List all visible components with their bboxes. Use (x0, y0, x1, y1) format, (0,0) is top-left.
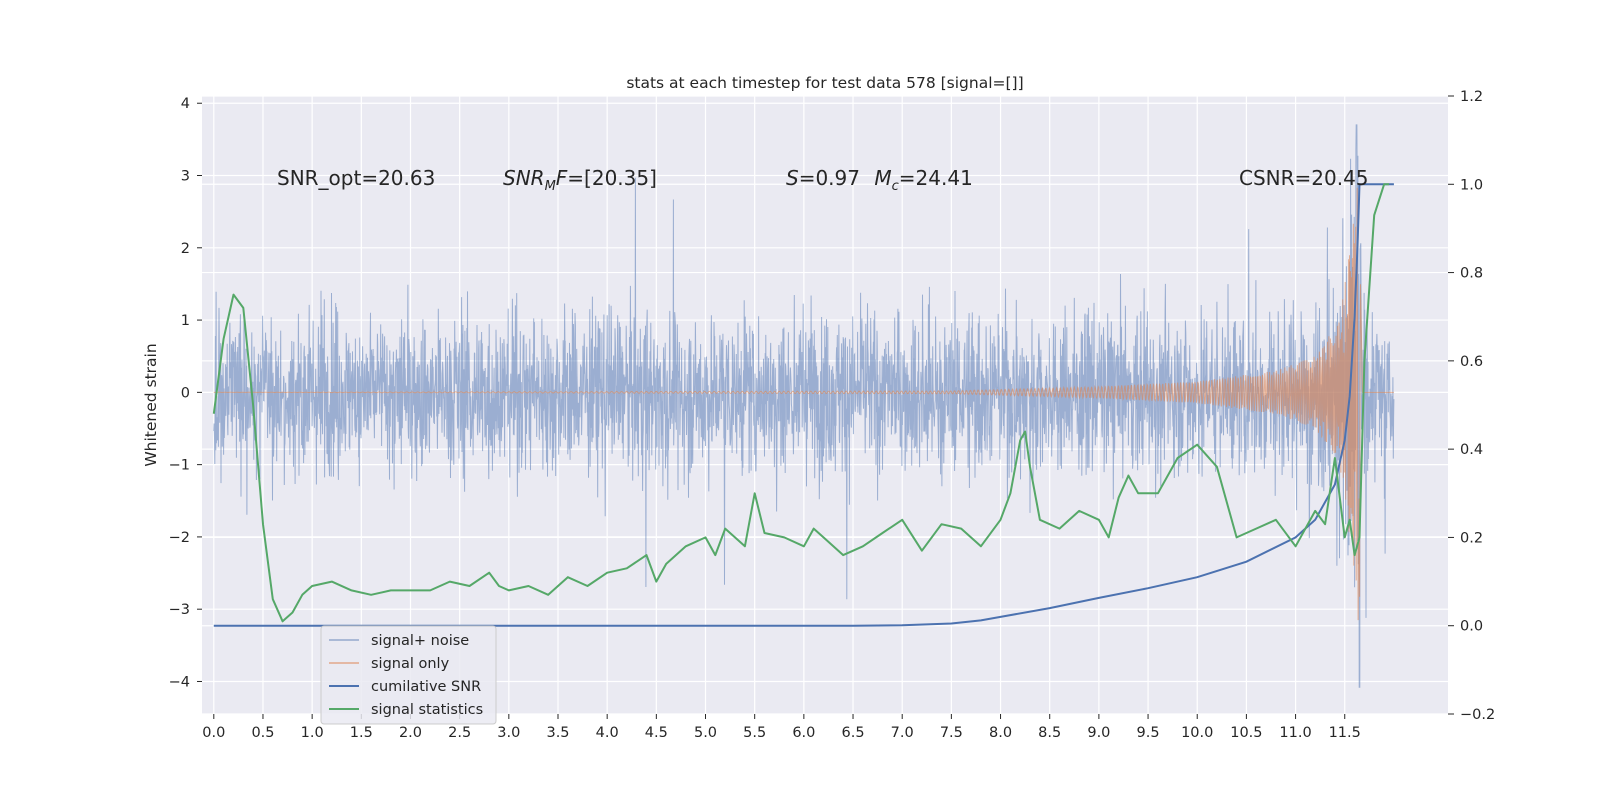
legend-label-signal-only: signal only (371, 656, 450, 672)
x-tick-label: 2.0 (399, 725, 422, 741)
x-tick-label: 1.5 (350, 725, 373, 741)
signal-only-line (213, 187, 1394, 621)
x-tick-label: 0.5 (251, 725, 274, 741)
right-y-tick-label: 0.2 (1460, 530, 1483, 546)
right-y-tick-label: 0.0 (1460, 619, 1483, 635)
right-y-axis-ticks: 1.2 1.0 0.8 0.6 0.4 0.2 0.0 −0.2 (1448, 89, 1495, 723)
x-tick-label: 0.0 (202, 725, 225, 741)
y-axis-label: Whitened strain (142, 343, 160, 466)
x-tick-label: 9.5 (1137, 725, 1160, 741)
right-y-tick-label: 1.2 (1460, 89, 1483, 105)
y-tick-label: 1 (181, 313, 190, 329)
annotations: SNR_opt=20.63 SNRMF=[20.35] S=0.97 Mc=24… (277, 166, 1369, 194)
legend-box (320, 625, 497, 725)
y-tick-label: −1 (169, 458, 190, 474)
x-tick-label: 11.5 (1329, 725, 1361, 741)
x-tick-label: 1.0 (301, 725, 324, 741)
x-tick-label: 7.5 (940, 725, 963, 741)
x-tick-label: 4.5 (645, 725, 668, 741)
right-y-tick-label: 0.8 (1460, 266, 1483, 282)
x-tick-label: 5.0 (694, 725, 717, 741)
y-tick-label: 2 (181, 241, 190, 257)
y-tick-label: −4 (169, 674, 190, 690)
legend-label-signal-plus-noise: signal+ noise (371, 633, 469, 649)
x-tick-label: 3.5 (546, 725, 569, 741)
y-tick-label: 3 (181, 169, 190, 185)
y-tick-label: 4 (181, 96, 190, 112)
x-tick-label: 10.5 (1230, 725, 1262, 741)
annotation-s-mc: S=0.97 Mc=24.41 (786, 166, 973, 194)
x-tick-label: 8.0 (989, 725, 1012, 741)
legend-label-signal-statistics: signal statistics (371, 702, 483, 718)
x-tick-label: 9.0 (1087, 725, 1110, 741)
x-tick-label: 10.0 (1181, 725, 1213, 741)
annotation-csnr: CSNR=20.45 (1239, 166, 1369, 190)
x-tick-label: 8.5 (1038, 725, 1061, 741)
x-tick-label: 3.0 (497, 725, 520, 741)
x-tick-label: 4.0 (596, 725, 619, 741)
series-cumulative-snr (213, 183, 1394, 627)
right-y-tick-label: 0.4 (1460, 442, 1483, 458)
x-tick-label: 11.0 (1279, 725, 1311, 741)
x-tick-label: 2.5 (448, 725, 471, 741)
y-axis-ticks: 4 3 2 1 0 −1 −2 −3 −4 (169, 96, 202, 690)
annotation-snr-mf: SNRMF=[20.35] (503, 166, 657, 194)
legend: signal+ noise signal only cumilative SNR… (320, 625, 497, 725)
annotation-snr-opt: SNR_opt=20.63 (277, 166, 435, 190)
y-tick-label: −2 (169, 530, 190, 546)
series-signal-only (213, 187, 1394, 621)
y-tick-label: 0 (181, 385, 190, 401)
x-tick-label: 5.5 (743, 725, 766, 741)
right-y-tick-label: 0.6 (1460, 354, 1483, 370)
series-signal-statistics (212, 183, 1389, 623)
legend-label-cumulative-snr: cumilative SNR (371, 679, 481, 695)
x-tick-label: 6.0 (792, 725, 815, 741)
y-tick-label: −3 (169, 602, 190, 618)
signal-statistics-line (212, 183, 1389, 623)
x-axis-ticks: 0.0 0.5 1.0 1.5 2.0 2.5 3.0 3.5 4.0 4.5 5.0 5.5 6.0 6… (202, 714, 1361, 741)
right-y-tick-label: 1.0 (1460, 177, 1483, 193)
x-tick-label: 7.0 (891, 725, 914, 741)
right-y-tick-label: −0.2 (1460, 707, 1495, 723)
x-tick-label: 6.5 (841, 725, 864, 741)
chart-title: stats at each timestep for test data 578… (626, 74, 1023, 92)
cumulative-snr-line (213, 183, 1394, 627)
